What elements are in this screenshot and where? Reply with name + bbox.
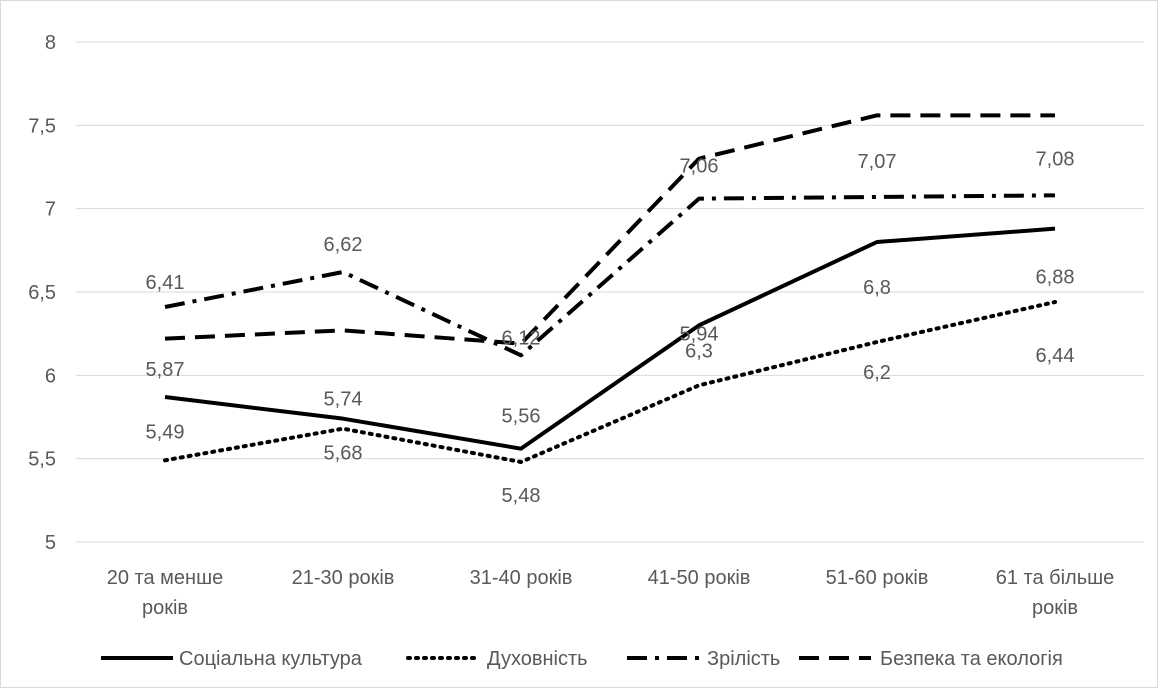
data-label: 5,74	[324, 389, 363, 411]
data-label: 7,08	[1036, 148, 1075, 170]
legend-label: Духовність	[487, 648, 588, 670]
y-tick-label: 6	[45, 365, 56, 387]
data-label: 5,87	[146, 359, 185, 381]
y-tick-label: 5,5	[28, 449, 56, 471]
y-tick-label: 5	[45, 532, 56, 554]
x-tick-label: 41-50 років	[648, 567, 751, 589]
x-tick-label: 20 та менше	[107, 567, 224, 589]
y-tick-label: 8	[45, 32, 56, 54]
y-tick-label: 6,5	[28, 282, 56, 304]
series-line-dashdot	[164, 193, 1056, 358]
data-label: 6,44	[1036, 345, 1075, 367]
data-label: 6,88	[1036, 267, 1075, 289]
x-tick-label: 31-40 років	[470, 567, 573, 589]
legend-label: Безпека та екологія	[880, 648, 1063, 670]
legend-label: Зрілість	[707, 648, 780, 670]
x-tick-label: років	[1032, 597, 1078, 619]
series-line-solid	[164, 226, 1056, 451]
legend-label: Соціальна культура	[179, 648, 363, 670]
data-label: 5,49	[146, 421, 185, 443]
x-tick-label: 21-30 років	[292, 567, 395, 589]
x-tick-label: років	[142, 597, 188, 619]
data-label: 6,2	[863, 362, 891, 384]
data-label: 5,56	[502, 406, 541, 428]
data-label: 6,41	[146, 272, 185, 294]
data-label: 5,94	[680, 323, 719, 345]
data-label: 6,3	[685, 340, 713, 362]
series-line-dotted	[163, 300, 1057, 464]
data-label: 7,07	[858, 151, 897, 173]
series-line-dashed	[164, 113, 1055, 346]
data-label: 6,8	[863, 277, 891, 299]
y-tick-label: 7,5	[28, 115, 56, 137]
data-label: 6,12	[502, 327, 541, 349]
data-label: 7,06	[680, 156, 719, 178]
x-tick-label: 51-60 років	[826, 567, 929, 589]
x-tick-label: 61 та більше	[996, 567, 1115, 589]
y-tick-label: 7	[45, 199, 56, 221]
data-label: 6,62	[324, 234, 363, 256]
data-label: 5,48	[502, 485, 541, 507]
data-label: 5,68	[324, 443, 363, 465]
